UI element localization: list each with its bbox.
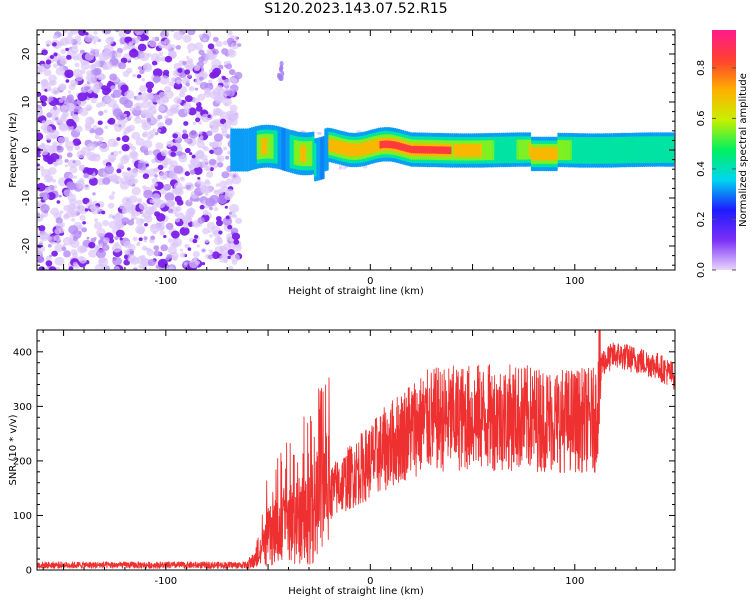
colorbar-tick-label: 0.6 xyxy=(696,110,707,126)
snr-y-tick-label: 0 xyxy=(26,566,32,577)
figure-title: S120.2023.143.07.52.R15 xyxy=(264,1,448,17)
colorbar-tick-label: 0.8 xyxy=(696,60,707,76)
colorbar-tick-label: 0.2 xyxy=(696,212,707,228)
heatmap-cells xyxy=(37,30,675,270)
snr-y-axis-label: SNR (10 * v/v) xyxy=(8,414,19,485)
heatmap-y-tick-label: 20 xyxy=(21,48,32,61)
heatmap-y-axis-label: Frequency (Hz) xyxy=(8,112,19,188)
heatmap-y-tick-label: 0 xyxy=(21,147,32,153)
snr-x-axis-label: Height of straight line (km) xyxy=(288,586,424,597)
heatmap-x-tick-label: -100 xyxy=(154,276,177,287)
snr-series-line xyxy=(37,330,675,569)
snr-y-tick-label: 100 xyxy=(13,511,32,522)
snr-y-tick-label: 200 xyxy=(13,456,32,467)
colorbar-tick-label: 0.4 xyxy=(696,161,707,177)
heatmap-x-tick-label: 0 xyxy=(367,276,373,287)
colorbar-gradient xyxy=(712,30,736,270)
heatmap-x-axis-label: Height of straight line (km) xyxy=(288,286,424,297)
snr-y-tick-label: 300 xyxy=(13,402,32,413)
heatmap-x-tick-label: 100 xyxy=(565,276,584,287)
snr-y-tick-label: 400 xyxy=(13,347,32,358)
snr-x-tick-label: -100 xyxy=(154,576,177,587)
heatmap-y-tick-label: -20 xyxy=(21,238,32,254)
heatmap-y-tick-label: -10 xyxy=(21,190,32,206)
heatmap-y-tick-label: 10 xyxy=(21,96,32,109)
snr-x-tick-label: 0 xyxy=(367,576,373,587)
colorbar-tick-label: 0.0 xyxy=(696,262,707,278)
snr-x-tick-label: 100 xyxy=(565,576,584,587)
colorbar-label: Normalized spectral amplitude xyxy=(738,73,749,227)
colorbar: 0.0 0.2 0.4 0.6 0.8 Normalized spectral ampli… xyxy=(696,30,749,278)
